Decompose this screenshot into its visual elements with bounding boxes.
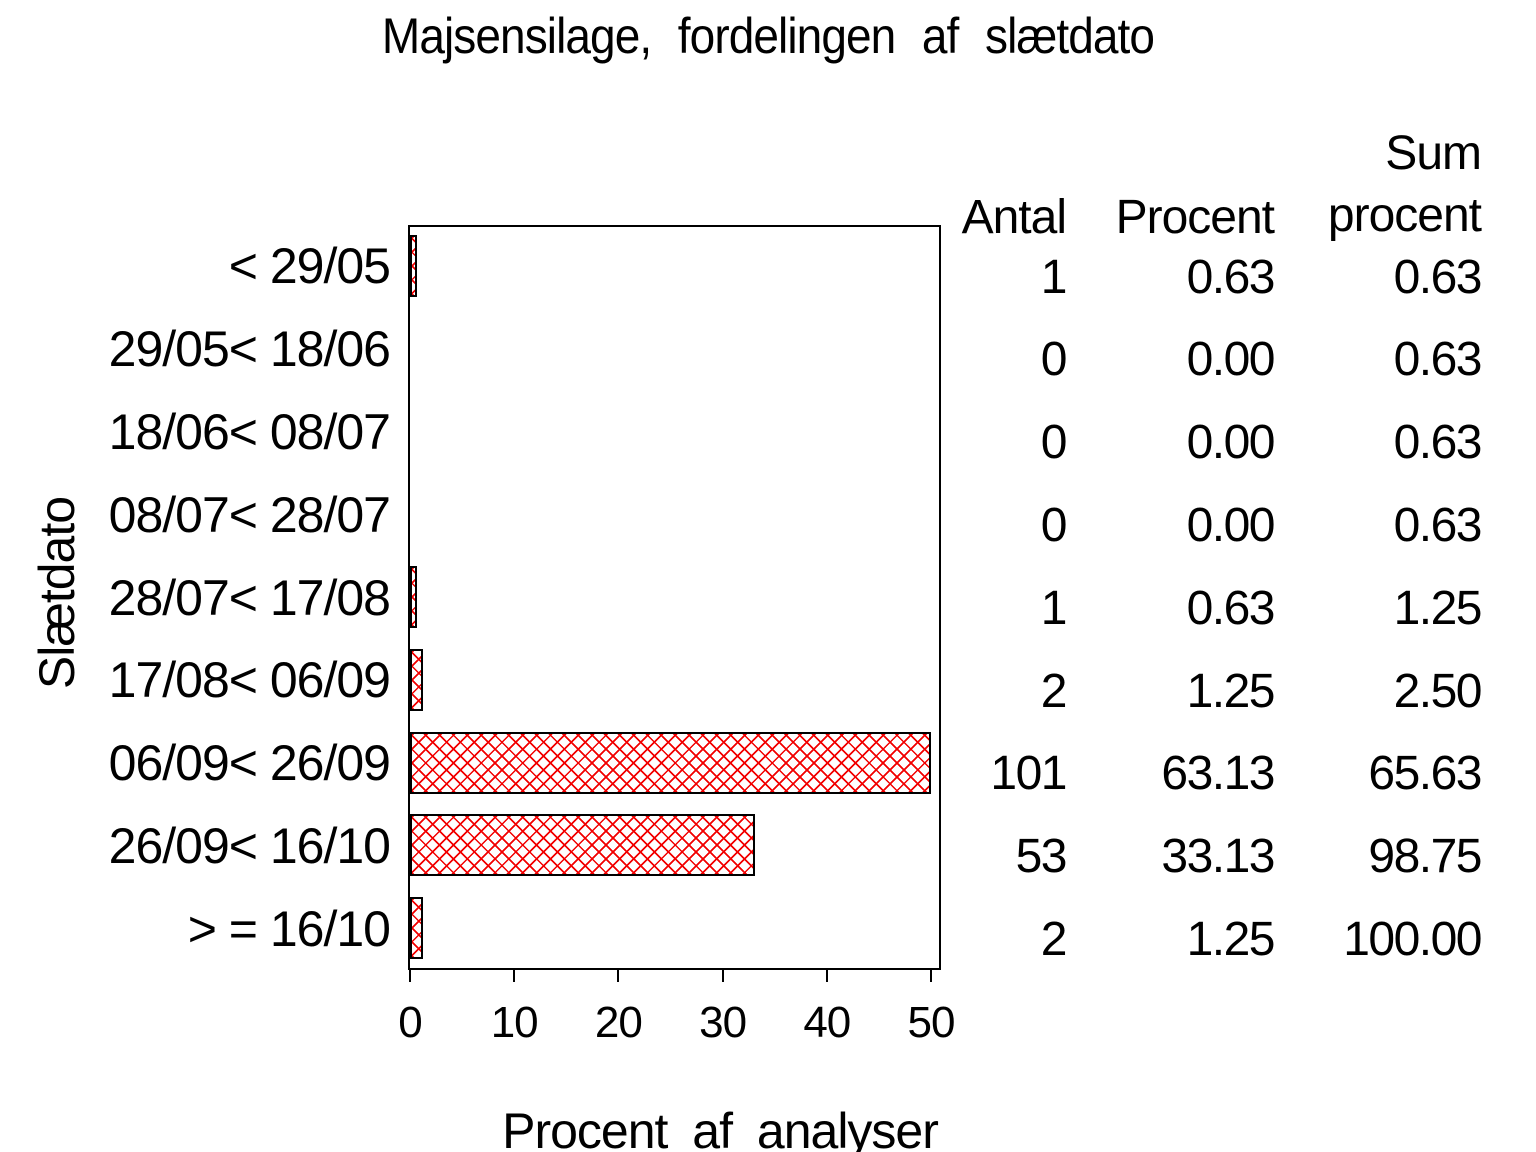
table-row: 1 0.63 1.25 bbox=[0, 578, 1536, 640]
x-axis-tick bbox=[930, 968, 932, 982]
category-label: 06/09< 26/09 bbox=[108, 735, 391, 792]
category-label: 17/08< 06/09 bbox=[108, 652, 391, 709]
table-row: 0 0.00 0.63 bbox=[0, 329, 1536, 391]
sum-procent-value: 65.63 bbox=[1368, 747, 1482, 801]
antal-value: 1 bbox=[1040, 581, 1068, 635]
sum-procent-value: 0.63 bbox=[1393, 416, 1483, 470]
x-axis-tick-label: 0 bbox=[398, 998, 422, 1047]
x-axis-tick-label: 50 bbox=[907, 998, 956, 1047]
procent-value: 0.00 bbox=[1186, 333, 1276, 387]
chart-title: Majsensilage, fordelingen af slætdato bbox=[381, 8, 1155, 64]
bar bbox=[410, 814, 756, 877]
x-axis-tick-label: 40 bbox=[803, 998, 851, 1047]
category-label: 26/09< 16/10 bbox=[108, 817, 391, 874]
x-axis-tick-label: 30 bbox=[699, 998, 747, 1047]
bar bbox=[410, 566, 417, 629]
x-axis-tick bbox=[513, 968, 516, 982]
antal-value: 101 bbox=[990, 747, 1067, 801]
x-axis-tick bbox=[617, 968, 620, 982]
plot-frame bbox=[408, 225, 941, 970]
procent-value: 0.63 bbox=[1186, 250, 1276, 304]
bar bbox=[410, 648, 424, 711]
table-header-procent: Procent bbox=[1115, 191, 1275, 244]
procent-value: 1.25 bbox=[1186, 664, 1276, 718]
category-label: < 29/05 bbox=[228, 238, 391, 295]
table-header-sum-procent: Sum procent bbox=[1327, 123, 1482, 247]
table-header-sum-line2: procent bbox=[1327, 189, 1482, 242]
antal-value: 53 bbox=[1015, 830, 1068, 884]
table-row: 53 33.13 98.75 bbox=[0, 826, 1536, 888]
sum-procent-value: 0.63 bbox=[1393, 498, 1483, 552]
table-row: 1 0.63 0.63 bbox=[0, 247, 1536, 309]
table-header-antal: Antal bbox=[961, 191, 1067, 244]
x-axis-tick-label: 10 bbox=[490, 998, 539, 1047]
table-header-sum-line1: Sum bbox=[1385, 127, 1482, 180]
antal-value: 2 bbox=[1040, 912, 1068, 966]
procent-value: 0.00 bbox=[1186, 416, 1276, 470]
category-label: 08/07< 28/07 bbox=[108, 486, 391, 543]
table-row: 2 1.25 2.50 bbox=[0, 661, 1536, 723]
bar bbox=[410, 731, 931, 794]
x-axis-tick-label: 20 bbox=[594, 998, 643, 1047]
procent-value: 0.00 bbox=[1186, 498, 1276, 552]
antal-value: 1 bbox=[1040, 250, 1068, 304]
table-row: 101 63.13 65.63 bbox=[0, 743, 1536, 805]
category-label: > = 16/10 bbox=[187, 900, 391, 957]
antal-value: 0 bbox=[1040, 333, 1068, 387]
antal-value: 0 bbox=[1040, 498, 1068, 552]
procent-value: 1.25 bbox=[1186, 912, 1276, 966]
x-axis-tick bbox=[409, 968, 411, 982]
procent-value: 33.13 bbox=[1161, 830, 1275, 884]
x-axis-tick bbox=[825, 968, 828, 982]
sum-procent-value: 98.75 bbox=[1368, 830, 1482, 884]
sum-procent-value: 100.00 bbox=[1343, 912, 1482, 966]
table-row: 2 1.25 100.00 bbox=[0, 909, 1536, 971]
bar bbox=[410, 897, 424, 960]
table-row: 0 0.00 0.63 bbox=[0, 412, 1536, 474]
procent-value: 63.13 bbox=[1161, 747, 1275, 801]
category-label: 28/07< 17/08 bbox=[108, 569, 391, 626]
table-row: 0 0.00 0.63 bbox=[0, 495, 1536, 557]
procent-value: 0.63 bbox=[1186, 581, 1276, 635]
x-axis-title: Procent af analyser bbox=[502, 1103, 939, 1152]
antal-value: 0 bbox=[1040, 416, 1068, 470]
antal-value: 2 bbox=[1040, 664, 1068, 718]
sum-procent-value: 0.63 bbox=[1393, 333, 1483, 387]
bar bbox=[410, 235, 417, 297]
sum-procent-value: 2.50 bbox=[1393, 664, 1483, 718]
sum-procent-value: 0.63 bbox=[1393, 250, 1483, 304]
category-label: 29/05< 18/06 bbox=[108, 321, 391, 378]
sum-procent-value: 1.25 bbox=[1393, 581, 1483, 635]
category-label: 18/06< 08/07 bbox=[108, 403, 391, 460]
x-axis-tick bbox=[721, 968, 724, 982]
